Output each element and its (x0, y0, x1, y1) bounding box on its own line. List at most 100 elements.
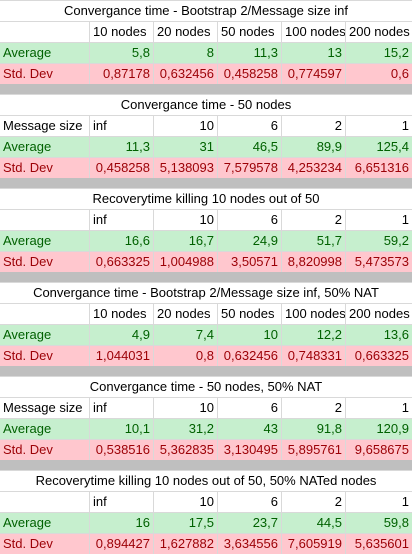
header-cell[interactable]: 1 (401, 400, 409, 415)
header-cell[interactable]: 200 nodes (349, 306, 410, 321)
header-label[interactable] (0, 492, 90, 512)
row-label[interactable]: Average (0, 43, 90, 63)
value-cell[interactable]: 8,820998 (282, 252, 346, 272)
value-cell[interactable]: 7,4 (154, 325, 218, 345)
value-cell[interactable]: 1,004988 (154, 252, 218, 272)
value-cell[interactable]: 0,632456 (218, 346, 282, 366)
header-cell[interactable]: 100 nodes (282, 22, 346, 42)
row-label[interactable]: Average (0, 325, 90, 345)
header-cell[interactable]: 10 (154, 398, 218, 418)
value-cell[interactable]: 91,8 (282, 419, 346, 439)
row-label[interactable]: Std. Dev (0, 346, 90, 366)
header-cell[interactable]: 200 nodes (349, 24, 410, 39)
header-cell[interactable]: 10 (154, 210, 218, 230)
header-label[interactable] (0, 304, 90, 324)
header-cell[interactable]: inf (90, 210, 154, 230)
header-cell[interactable]: 10 (154, 492, 218, 512)
header-cell[interactable]: 2 (282, 210, 346, 230)
header-cell[interactable]: 100 nodes (282, 304, 346, 324)
value-cell[interactable]: 0,748331 (282, 346, 346, 366)
header-label[interactable]: Message size (0, 398, 90, 418)
header-cell[interactable]: 6 (218, 398, 282, 418)
value-cell[interactable]: 9,658675 (354, 442, 409, 457)
value-cell[interactable]: 89,9 (282, 137, 346, 157)
header-cell[interactable]: 6 (218, 210, 282, 230)
value-cell[interactable]: 13 (282, 43, 346, 63)
value-cell[interactable]: 0,458258 (90, 158, 154, 178)
row-label[interactable]: Std. Dev (0, 534, 90, 554)
value-cell[interactable]: 1,044031 (90, 346, 154, 366)
value-cell[interactable]: 4,9 (90, 325, 154, 345)
row-label[interactable]: Std. Dev (0, 252, 90, 272)
value-cell[interactable]: 5,895761 (282, 440, 346, 460)
header-cell[interactable]: 6 (218, 492, 282, 512)
value-cell[interactable]: 3,634556 (218, 534, 282, 554)
value-cell[interactable]: 16 (90, 513, 154, 533)
value-cell[interactable]: 7,605919 (282, 534, 346, 554)
header-cell[interactable]: 2 (282, 398, 346, 418)
value-cell[interactable]: 31 (154, 137, 218, 157)
value-cell[interactable]: 0,663325 (90, 252, 154, 272)
value-cell[interactable]: 8 (154, 43, 218, 63)
row-label[interactable]: Std. Dev (0, 64, 90, 84)
value-cell[interactable]: 0,538516 (90, 440, 154, 460)
value-cell[interactable]: 44,5 (282, 513, 346, 533)
value-cell[interactable]: 31,2 (154, 419, 218, 439)
header-label[interactable]: Message size (0, 116, 90, 136)
value-cell[interactable]: 15,2 (383, 45, 409, 60)
value-cell[interactable]: 5,138093 (154, 158, 218, 178)
header-cell[interactable]: 10 (154, 116, 218, 136)
value-cell[interactable]: 12,2 (282, 325, 346, 345)
value-cell[interactable]: 4,253234 (282, 158, 346, 178)
value-cell[interactable]: 43 (218, 419, 282, 439)
header-label[interactable] (0, 22, 90, 42)
header-cell[interactable]: inf (90, 492, 154, 512)
value-cell[interactable]: 51,7 (282, 231, 346, 251)
header-cell[interactable]: 1 (401, 212, 409, 227)
value-cell[interactable]: 11,3 (90, 137, 154, 157)
value-cell[interactable]: 0,632456 (154, 64, 218, 84)
value-cell[interactable]: 24,9 (218, 231, 282, 251)
value-cell[interactable]: 120,9 (376, 421, 409, 436)
header-cell[interactable]: 50 nodes (218, 304, 282, 324)
row-label[interactable]: Average (0, 513, 90, 533)
value-cell[interactable]: 3,130495 (218, 440, 282, 460)
value-cell[interactable]: 16,7 (154, 231, 218, 251)
value-cell[interactable]: 0,663325 (354, 348, 409, 363)
value-cell[interactable]: 0,894427 (90, 534, 154, 554)
header-cell[interactable]: 1 (401, 494, 409, 509)
value-cell[interactable]: 17,5 (154, 513, 218, 533)
value-cell[interactable]: 16,6 (90, 231, 154, 251)
value-cell[interactable]: 5,635601 (354, 536, 409, 551)
value-cell[interactable]: 6,651316 (354, 160, 409, 175)
value-cell[interactable]: 10 (218, 325, 282, 345)
header-cell[interactable]: 20 nodes (154, 304, 218, 324)
value-cell[interactable]: 11,3 (218, 43, 282, 63)
row-label[interactable]: Std. Dev (0, 158, 90, 178)
header-cell[interactable]: 6 (218, 116, 282, 136)
header-cell[interactable]: 1 (401, 118, 409, 133)
value-cell[interactable]: 5,362835 (154, 440, 218, 460)
value-cell[interactable]: 0,87178 (90, 64, 154, 84)
value-cell[interactable]: 0,774597 (282, 64, 346, 84)
header-cell[interactable]: 10 nodes (90, 22, 154, 42)
value-cell[interactable]: 1,627882 (154, 534, 218, 554)
value-cell[interactable]: 0,6 (390, 66, 409, 81)
value-cell[interactable]: 5,473573 (354, 254, 409, 269)
value-cell[interactable]: 125,4 (376, 139, 409, 154)
row-label[interactable]: Std. Dev (0, 440, 90, 460)
header-cell[interactable]: inf (90, 116, 154, 136)
header-label[interactable] (0, 210, 90, 230)
value-cell[interactable]: 10,1 (90, 419, 154, 439)
row-label[interactable]: Average (0, 231, 90, 251)
value-cell[interactable]: 0,458258 (218, 64, 282, 84)
value-cell[interactable]: 23,7 (218, 513, 282, 533)
row-label[interactable]: Average (0, 419, 90, 439)
value-cell[interactable]: 13,6 (383, 327, 409, 342)
row-label[interactable]: Average (0, 137, 90, 157)
header-cell[interactable]: 50 nodes (218, 22, 282, 42)
value-cell[interactable]: 5,8 (90, 43, 154, 63)
value-cell[interactable]: 0,8 (154, 346, 218, 366)
header-cell[interactable]: 10 nodes (90, 304, 154, 324)
header-cell[interactable]: 2 (282, 116, 346, 136)
